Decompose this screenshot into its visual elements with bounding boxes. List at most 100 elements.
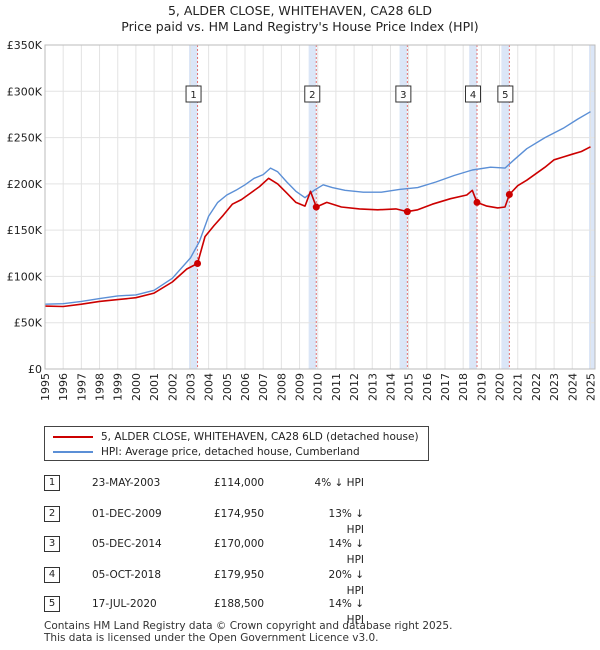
y-tick-label: £350K [7,39,43,52]
sale-row-4: 4 05-OCT-2018 £179,950 20% ↓ HPI [44,567,464,597]
x-tick-label: 2022 [530,373,543,401]
sale-label-number: 3 [400,90,406,101]
shaded-period [189,45,198,369]
sale-point [312,203,320,211]
x-tick-label: 2019 [475,373,488,401]
x-tick-label: 2020 [494,373,507,401]
shaded-period [399,45,408,369]
x-tick-label: 1999 [112,373,125,401]
plot-frame [44,44,596,370]
x-tick-label: 2009 [294,373,307,401]
x-tick-label: 1996 [57,373,70,401]
sale-price: £179,950 [214,569,265,581]
footer-copyright: Contains HM Land Registry data © Crown c… [44,620,453,632]
x-tick-label: 2010 [312,373,325,401]
sale-date: 05-DEC-2014 [92,538,162,550]
sale-number: 4 [44,567,60,583]
y-tick-label: £200K [7,178,43,191]
footer: Contains HM Land Registry data © Crown c… [44,620,452,644]
legend-label-hpi: HPI: Average price, detached house, Cumb… [101,446,360,458]
y-tick-label: £150K [7,224,43,237]
hpi-line [44,111,591,305]
sale-date: 23-MAY-2003 [92,477,161,489]
sale-number: 1 [44,475,60,491]
x-tick-label: 2007 [257,373,270,401]
shaded-period [308,45,317,369]
sale-point [194,259,202,267]
x-tick-label: 2025 [584,373,597,401]
x-tick-label: 2000 [130,373,143,401]
chart-title-line2: Price paid vs. HM Land Registry's House … [121,19,479,34]
sale-hpi-diff: 14% ↓ HPI [328,598,364,626]
sale-number: 2 [44,506,60,522]
sale-label-box [185,85,202,103]
sale-hpi-diff: 14% ↓ HPI [328,538,364,566]
x-tick-label: 2002 [166,373,179,401]
x-tick-label: 2014 [384,373,397,401]
y-tick-label: £50K [14,317,43,330]
sale-row-5: 5 17-JUL-2020 £188,500 14% ↓ HPI [44,596,464,626]
x-tick-label: 2004 [203,373,216,401]
x-tick-label: 2011 [330,373,343,401]
sale-date: 05-OCT-2018 [92,569,161,581]
sale-point [473,198,481,206]
x-tick-label: 2003 [184,373,197,401]
sale-hpi-diff: 20% ↓ HPI [328,569,364,597]
x-tick-label: 2001 [148,373,161,401]
x-tick-label: 2015 [403,373,416,401]
sale-number: 3 [44,536,60,552]
x-tick-label: 2006 [239,373,252,401]
sale-label-box [465,85,481,103]
x-tick-label: 2018 [457,373,470,401]
x-tick-label: 2008 [275,373,288,401]
x-tick-label: 2016 [421,373,434,401]
x-tick-label: 2013 [366,373,379,401]
legend-label-property: 5, ALDER CLOSE, WHITEHAVEN, CA28 6LD (de… [101,431,419,443]
x-tick-label: 2023 [548,373,561,401]
sale-date: 01-DEC-2009 [92,508,162,520]
sale-label-box [497,85,514,103]
x-tick-label: 1997 [75,373,88,401]
sale-row-1: 1 23-MAY-2003 £114,000 4% ↓ HPI [44,475,464,491]
x-tick-label: 2021 [512,373,525,401]
sale-hpi-diff: 13% ↓ HPI [328,508,364,536]
sale-price: £114,000 [214,477,265,489]
sale-point [403,208,411,216]
sale-label-number: 1 [190,90,196,101]
shaded-period [469,45,477,369]
property-price-line [44,146,591,308]
sale-price: £174,950 [214,508,265,520]
y-tick-label: £300K [7,85,43,98]
sale-row-2: 2 01-DEC-2009 £174,950 13% ↓ HPI [44,506,464,536]
legend-swatch-hpi [53,451,93,453]
x-tick-label: 2024 [566,373,579,401]
footer-licence: This data is licensed under the Open Gov… [44,632,379,644]
x-tick-label: 2012 [348,373,361,401]
chart-title: 5, ALDER CLOSE, WHITEHAVEN, CA28 6LD Pri… [0,3,600,35]
sale-price: £170,000 [214,538,265,550]
x-tick-label: 1995 [39,373,52,401]
price-chart: 1 2 3 4 5 £0 £50K £100K £150K £200K £250K £300K £35… [7,39,598,401]
sale-label-box [395,85,412,103]
x-tick-label: 2005 [221,373,234,401]
y-tick-label: £100K [7,270,43,283]
y-tick-label: £0 [28,363,42,376]
legend-swatch-property [53,436,93,438]
sale-label-number: 5 [502,90,508,101]
sale-label-number: 4 [470,90,476,101]
sale-date: 17-JUL-2020 [92,598,157,610]
y-tick-label: £250K [7,132,43,145]
sale-row-3: 3 05-DEC-2014 £170,000 14% ↓ HPI [44,536,464,566]
legend-item-property: 5, ALDER CLOSE, WHITEHAVEN, CA28 6LD (de… [53,430,419,444]
legend-item-hpi: HPI: Average price, detached house, Cumb… [53,445,360,459]
chart-title-line1: 5, ALDER CLOSE, WHITEHAVEN, CA28 6LD [167,3,433,18]
x-tick-label: 1998 [94,373,107,401]
sale-label-box [304,85,321,103]
sale-number: 5 [44,596,60,612]
shaded-period [589,45,595,369]
x-tick-label: 2017 [439,373,452,401]
sale-hpi-diff: 4% ↓ HPI [314,477,364,489]
sale-label-number: 2 [309,90,315,101]
sale-point [505,191,513,199]
sale-price: £188,500 [214,598,265,610]
